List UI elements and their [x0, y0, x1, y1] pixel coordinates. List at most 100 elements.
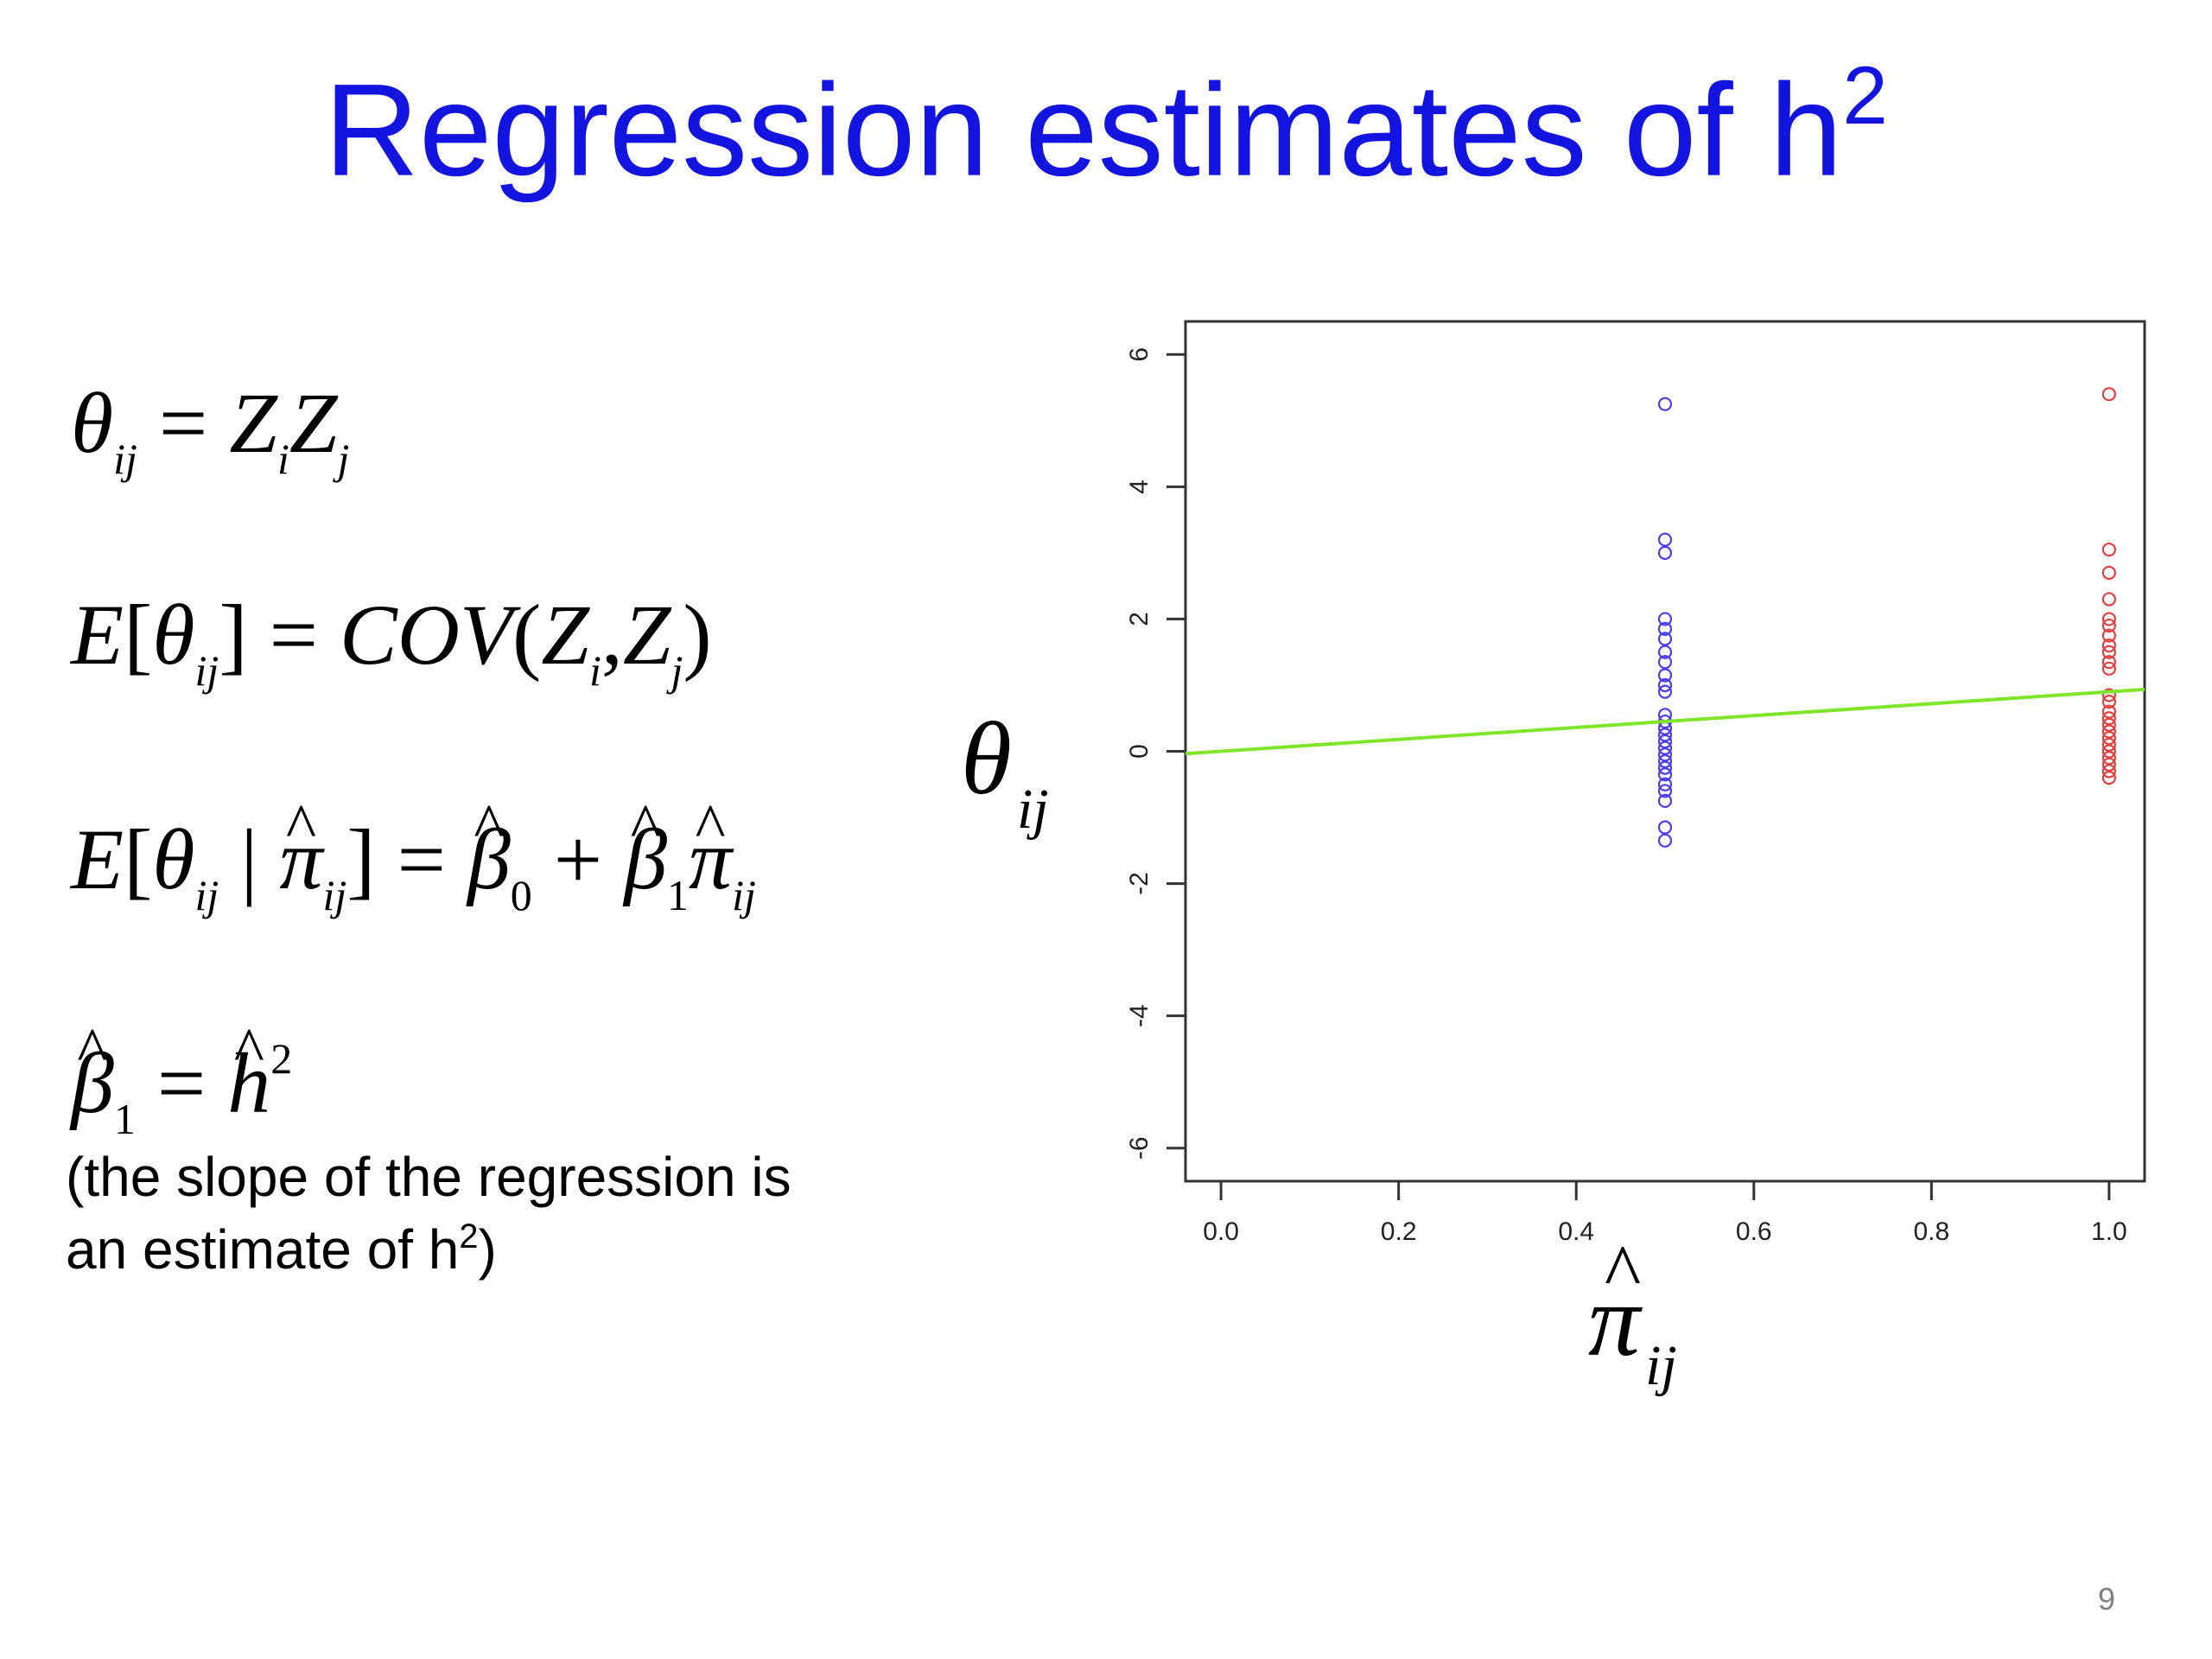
- data-point: [2101, 724, 2116, 739]
- eq-subscript: ij: [194, 871, 219, 919]
- x-tick-label: 0.4: [1558, 1217, 1594, 1246]
- eq-symbol: Z: [622, 587, 671, 683]
- data-point: [1657, 677, 1673, 693]
- eq-symbol-hat: h: [227, 1019, 270, 1127]
- title-text: Regression estimates of h: [324, 56, 1843, 204]
- eq-symbol-hat: β: [71, 1019, 114, 1127]
- y-tick-label: -4: [1125, 1004, 1154, 1027]
- data-point: [1657, 734, 1673, 749]
- eq-symbol: Z: [289, 375, 338, 471]
- y-tick-label: 2: [1125, 612, 1154, 626]
- data-point: [1657, 612, 1673, 626]
- data-point: [2101, 751, 2116, 766]
- eq-operator: (: [512, 587, 542, 683]
- data-point: [2101, 731, 2116, 746]
- data-point: [1657, 545, 1673, 560]
- y-tick-label: 4: [1125, 480, 1154, 494]
- equation-theta-definition: θij = ZiZj: [71, 380, 349, 483]
- eq-symbol-hat: π: [689, 795, 732, 903]
- data-point: [1657, 741, 1673, 755]
- caption-superscript: 2: [459, 1217, 479, 1256]
- eq-symbol: E: [71, 587, 124, 683]
- eq-subscript: i: [276, 435, 289, 483]
- data-point: [1657, 760, 1673, 775]
- eq-operator: ): [683, 587, 712, 683]
- data-point: [2101, 717, 2116, 732]
- data-point: [1657, 645, 1673, 659]
- data-point: [1657, 655, 1673, 670]
- eq-operator: ]: [219, 587, 248, 683]
- equation-expected-theta: E[θij] = COV(Zi,Zj): [71, 592, 712, 695]
- eq-superscript: 2: [270, 1034, 293, 1083]
- x-tick-label: 0.2: [1381, 1217, 1417, 1246]
- data-point: [2101, 694, 2116, 709]
- data-point: [1657, 777, 1673, 791]
- title-superscript: 2: [1842, 50, 1888, 142]
- data-point: [2101, 592, 2116, 607]
- eq-operator: +: [553, 811, 603, 907]
- eq-operator: ,: [601, 587, 623, 683]
- x-ticks: 0.0 0.2 0.4 0.6 0.8 1.0: [1203, 1181, 2127, 1246]
- data-point: [1657, 753, 1673, 769]
- y-tick-label: -2: [1125, 872, 1154, 895]
- y-ticks: -6 -4 -2 0 2 4 6: [1125, 347, 1185, 1160]
- equation-slope-heritability: β1 = h2: [71, 1019, 293, 1143]
- x-tick-label: 0.6: [1736, 1217, 1772, 1246]
- data-point: [1657, 684, 1673, 699]
- eq-symbol: θ: [152, 587, 195, 683]
- data-point: [2101, 565, 2116, 580]
- plot-frame: [1184, 320, 2146, 1183]
- data-point: [1657, 621, 1673, 637]
- data-point: [1657, 793, 1673, 809]
- data-point: [2101, 711, 2116, 726]
- data-point: [2101, 764, 2116, 779]
- caption-text-end: ): [478, 1218, 497, 1281]
- data-point: [2101, 704, 2116, 719]
- data-points: [1657, 387, 2116, 848]
- eq-symbol: Z: [229, 375, 277, 471]
- eq-subscript: 0: [510, 871, 532, 919]
- eq-symbol-hat: π: [279, 795, 322, 903]
- y-axis-label: θij: [961, 701, 1049, 841]
- eq-operator: |: [240, 811, 258, 907]
- data-point: [2101, 638, 2116, 653]
- caption-line-1: (the slope of the regression is: [66, 1146, 791, 1208]
- data-point: [2101, 612, 2116, 626]
- caption-line-2: an estimate of h2): [66, 1213, 791, 1286]
- data-point: [2101, 387, 2116, 402]
- eq-subscript: ij: [322, 871, 347, 919]
- eq-symbol: Z: [541, 587, 589, 683]
- data-point: [2101, 771, 2116, 785]
- eq-operator: ]: [346, 811, 376, 907]
- x-tick-label: 0.0: [1203, 1217, 1239, 1246]
- eq-subscript: 1: [667, 871, 690, 919]
- eq-subscript: j: [671, 646, 683, 695]
- data-point: [1657, 747, 1673, 762]
- data-point: [2101, 757, 2116, 772]
- data-point: [1657, 820, 1673, 835]
- eq-symbol: θ: [152, 811, 195, 907]
- data-point: [1657, 767, 1673, 782]
- eq-symbol-hat: β: [624, 795, 667, 903]
- eq-subscript: 1: [113, 1095, 136, 1143]
- data-point: [1657, 532, 1673, 547]
- data-point: [2101, 661, 2116, 676]
- data-point: [2101, 688, 2116, 702]
- page-number: 9: [2097, 1581, 2115, 1617]
- equation-regression-model: E[θij | πij] = β0 + β1πij: [71, 795, 756, 919]
- y-tick-label: 6: [1125, 347, 1154, 362]
- eq-operator: =: [156, 1035, 207, 1131]
- eq-operator: =: [158, 375, 208, 471]
- y-tick-label: 0: [1125, 744, 1154, 759]
- eq-subscript: ij: [194, 646, 219, 695]
- data-point: [1657, 728, 1673, 742]
- data-point: [2101, 737, 2116, 752]
- caption-text: an estimate of h: [66, 1218, 460, 1281]
- x-axis-label: πij: [1588, 1262, 1677, 1397]
- data-point: [2101, 744, 2116, 759]
- eq-subscript: ij: [732, 871, 756, 919]
- data-point: [1657, 397, 1673, 411]
- x-tick-label: 0.8: [1913, 1217, 1949, 1246]
- data-point: [2101, 645, 2116, 659]
